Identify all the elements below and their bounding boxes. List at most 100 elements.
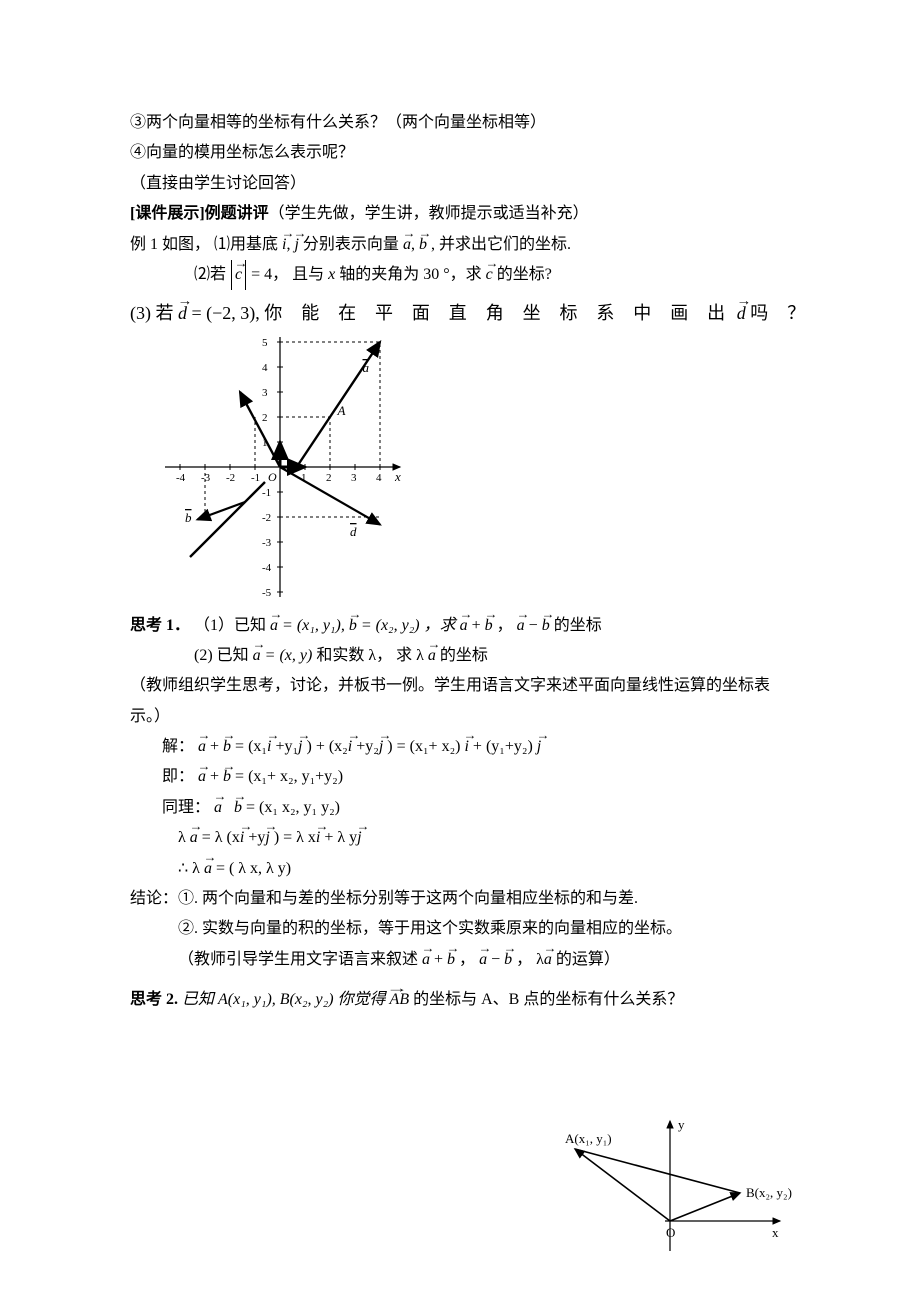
svg-text:O: O: [666, 1225, 675, 1240]
vec-a-icon: a: [422, 945, 430, 975]
sikao1-1a: （1）已知: [194, 617, 266, 634]
vec-j-icon: j: [265, 823, 269, 853]
example-1-line-2: ⑵若 c = 4， 且与 x 轴的夹角为 30 °，求 c 的坐标?: [130, 260, 790, 290]
question-4: ④向量的模用坐标怎么表示呢？: [130, 138, 790, 168]
vec-a-icon: a: [253, 641, 261, 671]
sikao1-1-eq2: = (x₂, y₂) ，求: [361, 617, 456, 634]
vec-a-icon: a: [460, 611, 468, 641]
svg-text:-1: -1: [262, 487, 271, 499]
sikao1-2a: (2) 已知: [194, 647, 249, 664]
tn2f: 的运算）: [556, 951, 620, 968]
coordinate-diagram-icon: -4-3-2-11234-5-4-3-2-112345xyOAabd: [130, 337, 440, 597]
ex1-mid: 分别表示向量: [303, 236, 399, 253]
kejian-label: [课件展示]例题讲评: [130, 205, 269, 222]
ex1-3a: (3) 若: [130, 303, 174, 323]
jielun-label: 结论：: [130, 890, 178, 907]
ex1-2c: 轴的夹角为 30 °，求: [339, 266, 481, 283]
sikao1-2b: 和实数 λ， 求 λ: [316, 647, 424, 664]
abs-c-icon: c: [231, 260, 246, 290]
sikao1-end: 的坐标: [554, 617, 602, 634]
svg-text:5: 5: [262, 337, 268, 349]
solution-ji: 即： a + b = (x₁+ x₂, y₁+y₂): [130, 762, 790, 792]
solution-tongli: 同理： a b = (x₁ x₂, y₁ y₂): [130, 793, 790, 823]
vec-a-icon: a: [214, 793, 222, 823]
figure-2: A(x₁, y₁) B(x₂, y₂) Ox y: [520, 1111, 800, 1272]
question-3: ③两个向量相等的坐标有什么关系？（两个向量坐标相等）: [130, 108, 790, 138]
svg-text:A(x₁, y₁): A(x₁, y₁): [565, 1131, 612, 1146]
vec-a-icon: a: [270, 611, 278, 641]
lam-a: λ: [178, 829, 190, 846]
svg-text:y: y: [678, 1117, 685, 1132]
tn2-comma: ，: [459, 951, 479, 968]
vec-j-icon: j: [379, 732, 383, 762]
vec-b-icon: b: [542, 611, 550, 641]
x-var: x: [328, 266, 339, 283]
sikao-1-line-1: 思考 1． （1）已知 a = (x₁, y₁), b = (x₂, y₂) ，…: [130, 611, 790, 641]
ex1-2b: = 4， 且与: [251, 266, 324, 283]
vec-a-icon: a: [544, 945, 552, 975]
vec-j-icon: j: [298, 732, 302, 762]
figure-1: -4-3-2-11234-5-4-3-2-112345xyOAabd: [130, 337, 790, 597]
vec-a-icon: a: [204, 854, 212, 884]
sikao-2: 思考 2. 已知 A(x₁, y₁), B(x₂, y₂) 你觉得 AB 的坐标…: [130, 985, 790, 1015]
sikao2-a: 已知 A(x₁, y₁), B(x₂, y₂) 你觉得: [182, 991, 386, 1008]
sol-eq1b: = (x₁: [235, 738, 267, 755]
vec-i-icon: i: [267, 732, 271, 762]
lam-e: + λ y: [324, 829, 357, 846]
tn2a: （教师引导学生用文字语言来叙述: [178, 951, 418, 968]
vec-a-icon: a: [479, 945, 487, 975]
svg-text:B(x₂, y₂): B(x₂, y₂): [746, 1185, 792, 1200]
ex1-2a: ⑵若: [194, 266, 226, 283]
svg-text:-3: -3: [262, 537, 272, 549]
vec-ab-icon: AB: [390, 985, 410, 1015]
svg-text:4: 4: [376, 472, 382, 484]
ex1-3-val: = (−2, 3),: [192, 303, 265, 323]
svg-text:x: x: [772, 1225, 779, 1240]
vec-b-icon: b: [504, 945, 512, 975]
vec-i-icon: i: [348, 732, 352, 762]
solution-therefore: ∴ λ a = ( λ x, λ y): [130, 854, 790, 884]
vec-d-icon: d: [178, 296, 187, 330]
tongli-eq: = (x₁ x₂, y₁ y₂): [246, 799, 340, 816]
sikao1-2-eq: = (x, y): [265, 647, 317, 664]
svg-text:-3: -3: [201, 472, 211, 484]
vec-i-icon: i: [464, 732, 468, 762]
svg-text:A: A: [337, 403, 346, 418]
discuss-note: （直接由学生讨论回答）: [130, 169, 790, 199]
svg-text:a: a: [363, 360, 370, 375]
sikao1-1-eq: = (x₁, y₁),: [282, 617, 349, 634]
svg-text:3: 3: [351, 472, 357, 484]
jielun-1: ①. 两个向量和与差的坐标分别等于这两个向量相应坐标的和与差.: [178, 890, 638, 907]
ex1-2d: 的坐标?: [497, 266, 552, 283]
vec-b-icon: b: [349, 611, 357, 641]
vec-a-icon: a: [517, 611, 525, 641]
axes-vectors-icon: A(x₁, y₁) B(x₂, y₂) Ox y: [520, 1111, 800, 1261]
vec-i-icon: i: [240, 823, 244, 853]
ex1-3b: 你 能 在 平 面 直 角 坐 标 系 中 画 出: [264, 303, 732, 323]
example-1-line-1: 例 1 如图， ⑴用基底 i, j 分别表示向量 a, b , 并求出它们的坐标…: [130, 230, 790, 260]
sikao2-b: 的坐标与 A、B 点的坐标有什么关系？: [413, 991, 683, 1008]
conclusion-line-1: 结论：①. 两个向量和与差的坐标分别等于这两个向量相应坐标的和与差.: [130, 884, 790, 914]
kejian-tail: （学生先做，学生讲，教师提示或适当补充）: [269, 205, 589, 222]
lam-b: = λ (x: [202, 829, 240, 846]
ex1-head: 例 1 如图， ⑴用基底: [130, 236, 278, 253]
tn2e: ， λ: [516, 951, 544, 968]
teacher-note-1: （教师组织学生思考，讨论，并板书一例。学生用语言文字来述平面向量线性运算的坐标表…: [130, 671, 790, 732]
svg-text:2: 2: [262, 412, 268, 424]
svg-text:-4: -4: [176, 472, 186, 484]
vec-a-icon: a: [198, 762, 206, 792]
vec-a-icon: a: [428, 641, 436, 671]
vec-b-icon: b: [447, 945, 455, 975]
tongli-label: 同理：: [162, 799, 210, 816]
sol-eq1g: + (y₁+y₂): [473, 738, 537, 755]
svg-text:-2: -2: [226, 472, 235, 484]
sikao-1-line-2: (2) 已知 a = (x, y) 和实数 λ， 求 λ a 的坐标: [130, 641, 790, 671]
sol-eq1d: ) + (x₂: [307, 738, 348, 755]
teacher-note-2: （教师引导学生用文字语言来叙述 a + b ， a − b ， λa 的运算）: [130, 945, 790, 975]
ex1-3c: 吗 ？: [750, 303, 812, 323]
vec-b-icon: b: [419, 230, 427, 260]
vec-j-icon: j: [294, 230, 298, 260]
svg-text:2: 2: [326, 472, 332, 484]
solution-lambda-1: λ a = λ (xi +yj ) = λ xi + λ yj: [130, 823, 790, 853]
vec-j-icon: j: [357, 823, 361, 853]
